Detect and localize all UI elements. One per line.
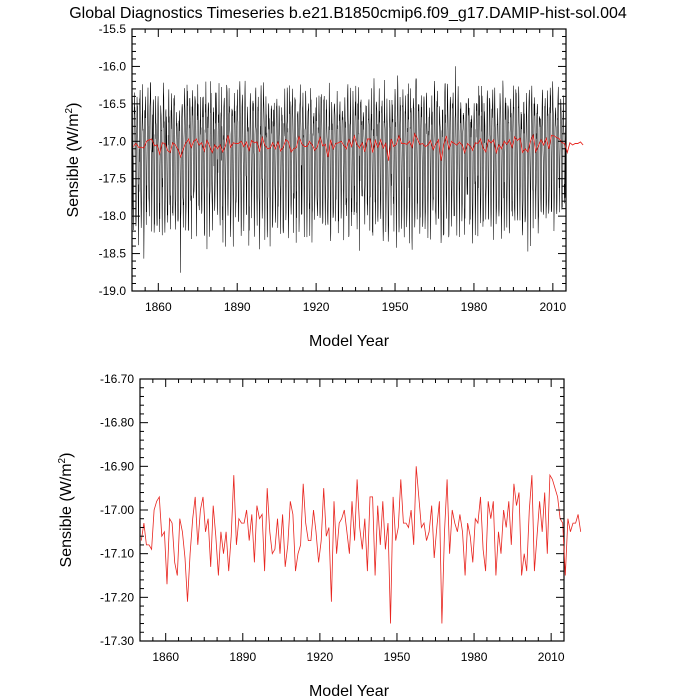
x-tick-label: 1950 (382, 300, 409, 314)
x-tick-label: 1860 (152, 650, 179, 664)
y-tick-label: -19.0 (99, 284, 127, 298)
bottom-y-axis-ticks: -17.30 -17.20 -17.10 -17.00 -16.90 -16.80 -16.… (100, 372, 564, 648)
top-annual-series (132, 132, 584, 161)
y-tick-label: -16.90 (100, 459, 134, 473)
x-tick-label: 1920 (303, 300, 330, 314)
annual-mean-line (140, 466, 582, 624)
y-tick-label: -18.0 (99, 209, 127, 223)
y-tick-label: -18.5 (99, 247, 127, 261)
x-tick-label: 1920 (307, 650, 334, 664)
top-y-axis-ticks: -19.0 -18.5 -18.0 -17.5 -17.0 -16.5 -16.0 -15.5 (99, 22, 566, 298)
x-tick-label: 2010 (539, 300, 566, 314)
y-tick-label: -15.5 (99, 22, 127, 36)
top-panel: -19.0 -18.5 -18.0 -17.5 -17.0 -16.5 -16.0 -15.5… (64, 22, 584, 350)
y-tick-label: -17.0 (99, 134, 127, 148)
top-x-axis-title: Model Year (309, 333, 390, 350)
x-tick-label: 1980 (461, 300, 488, 314)
bottom-x-axis-ticks: 1860 1890 1920 1950 1980 2010 (139, 379, 565, 664)
y-tick-label: -17.00 (100, 503, 134, 517)
x-tick-label: 1860 (145, 300, 172, 314)
x-tick-label: 1980 (461, 650, 488, 664)
x-tick-label: 2010 (538, 650, 565, 664)
y-tick-label: -16.0 (99, 59, 127, 73)
y-tick-label: -17.30 (100, 634, 134, 648)
y-tick-label: -16.70 (100, 372, 134, 386)
monthly-line (131, 66, 567, 273)
x-tick-label: 1890 (229, 650, 256, 664)
top-x-axis-ticks: 1860 1890 1920 1950 1980 2010 (131, 29, 567, 314)
bottom-x-axis-title: Model Year (309, 683, 390, 700)
annual-mean-line (132, 132, 584, 161)
figure-title: Global Diagnostics Timeseries b.e21.B185… (69, 5, 627, 22)
bottom-panel: -17.30 -17.20 -17.10 -17.00 -16.90 -16.80 -16.… (57, 372, 582, 700)
top-y-axis-title: Sensible (W/m2) (64, 103, 82, 218)
y-tick-label: -17.5 (99, 172, 127, 186)
x-tick-label: 1950 (384, 650, 411, 664)
bottom-y-axis-title: Sensible (W/m2) (57, 453, 75, 568)
y-tick-label: -16.5 (99, 97, 127, 111)
y-tick-label: -17.20 (100, 590, 134, 604)
bottom-annual-series (140, 466, 582, 624)
y-tick-label: -16.80 (100, 416, 134, 430)
top-plot-frame (131, 28, 567, 292)
y-tick-label: -17.10 (100, 547, 134, 561)
top-monthly-series (131, 66, 567, 273)
x-tick-label: 1890 (224, 300, 251, 314)
